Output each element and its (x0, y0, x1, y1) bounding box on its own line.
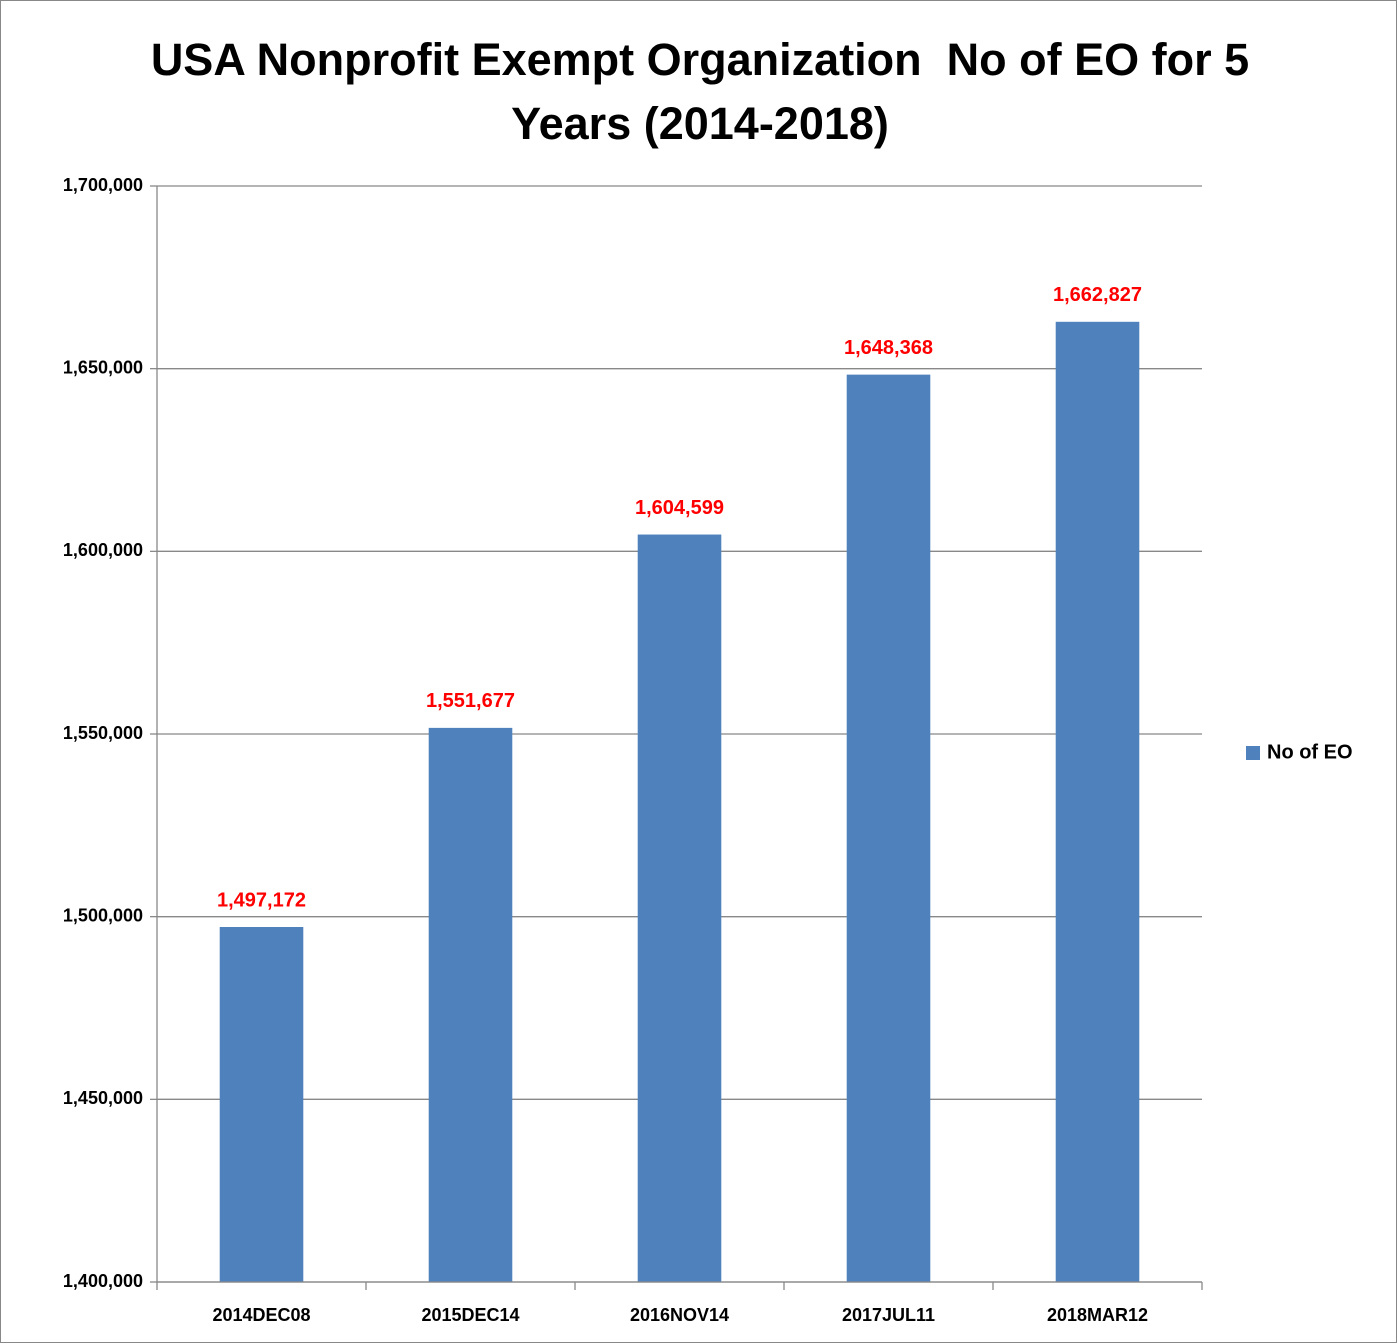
chart-title: USA Nonprofit Exempt Organization No of … (150, 34, 1261, 149)
data-label: 1,604,599 (635, 497, 724, 519)
data-label: 1,648,368 (844, 337, 933, 359)
y-tick-label: 1,500,000 (63, 905, 143, 925)
bar (637, 534, 722, 1282)
bar (428, 727, 513, 1282)
x-tick-label: 2017JUL11 (842, 1305, 935, 1325)
x-tick-label: 2015DEC14 (421, 1305, 519, 1325)
bar (1055, 321, 1140, 1282)
data-label: 1,497,172 (217, 889, 306, 911)
legend-swatch (1246, 746, 1260, 760)
y-tick-label: 1,400,000 (63, 1271, 143, 1291)
y-tick-label: 1,600,000 (63, 540, 143, 560)
data-label: 1,551,677 (426, 690, 515, 712)
bar (846, 374, 931, 1282)
legend-label: No of EO (1267, 741, 1353, 763)
data-label: 1,662,827 (1053, 284, 1142, 306)
y-tick-label: 1,700,000 (63, 175, 143, 195)
x-tick-label: 2016NOV14 (630, 1305, 729, 1325)
y-tick-label: 1,550,000 (63, 723, 143, 743)
x-tick-label: 2014DEC08 (212, 1305, 310, 1325)
y-tick-label: 1,650,000 (63, 357, 143, 377)
bar (219, 926, 304, 1282)
y-tick-label: 1,450,000 (63, 1088, 143, 1108)
x-tick-label: 2018MAR12 (1047, 1305, 1148, 1325)
